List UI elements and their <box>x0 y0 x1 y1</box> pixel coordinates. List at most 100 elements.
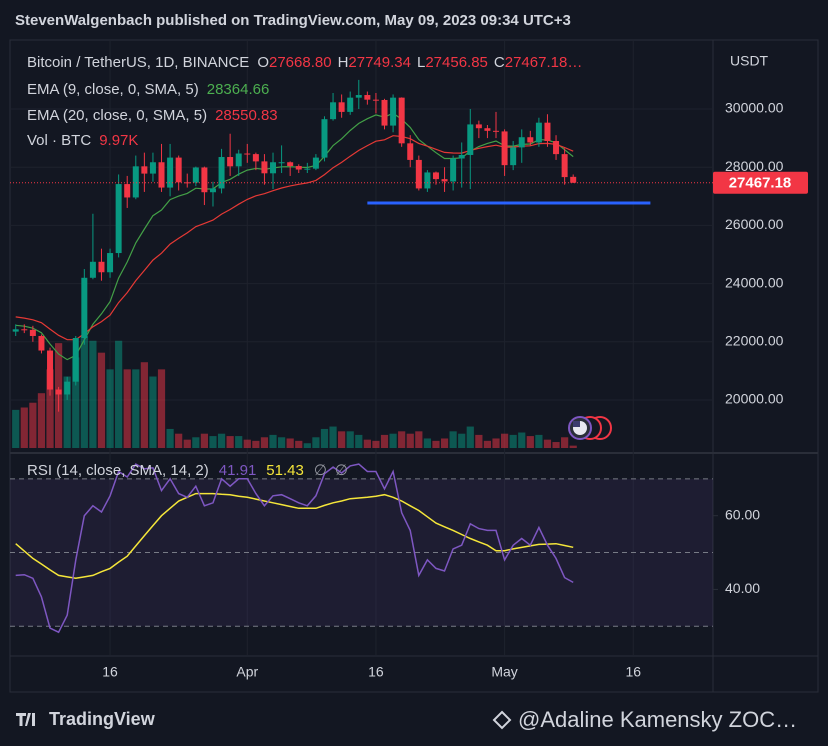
volume-legend: Vol · BTC 9.97K <box>27 132 138 149</box>
chart-frame <box>9 39 819 693</box>
volume-bar <box>346 431 354 448</box>
candle-body <box>424 172 431 189</box>
volume-bar <box>338 431 346 448</box>
ohlc-value: 27749.34 <box>348 54 411 71</box>
candle-body <box>475 124 482 129</box>
volume-bar <box>329 426 337 448</box>
watermark: @Adaline Kamensky ZOC… <box>518 707 797 732</box>
volume-bar <box>492 438 500 448</box>
ohlc-letter: L <box>417 54 425 71</box>
volume-bar <box>29 402 37 448</box>
candle-body <box>158 162 165 188</box>
rsi-name: RSI (14, close, SMA, 14, 2) <box>27 462 209 479</box>
y-tick-label: 20000.00 <box>725 391 784 407</box>
candle-body <box>55 389 62 395</box>
volume-bar <box>72 357 80 448</box>
candle-body <box>570 176 577 183</box>
ohlc-letter: C <box>494 54 505 71</box>
volume-bar <box>320 428 329 448</box>
candle-body <box>338 102 345 112</box>
volume-bar <box>363 439 371 448</box>
volume-bar <box>569 445 577 448</box>
volume-bar <box>89 340 97 448</box>
volume-bar <box>192 437 200 448</box>
volume-bar <box>303 443 311 448</box>
ohlc-legend: Bitcoin / TetherUS, 1D, BINANCE O27668.80… <box>27 54 582 71</box>
candle-body <box>209 188 216 193</box>
volume-bar <box>123 369 131 448</box>
candle-body <box>553 141 560 155</box>
candle-body <box>287 162 294 167</box>
candle-body <box>458 154 465 159</box>
volume-bar <box>46 369 54 448</box>
candle-body <box>372 99 379 101</box>
candle-body <box>192 167 199 183</box>
candle-body <box>398 97 405 144</box>
volume-bar <box>406 433 414 448</box>
currency: USDT <box>730 53 769 69</box>
volume-bar <box>432 440 440 448</box>
candle-body <box>81 277 88 339</box>
volume-bar <box>475 434 483 448</box>
volume-bar <box>295 440 303 448</box>
candle-body <box>561 154 568 178</box>
volume-bar <box>252 440 260 448</box>
y-tick-label: 22000.00 <box>725 333 784 349</box>
candle-body <box>278 162 285 164</box>
candle-body <box>132 166 139 198</box>
y-tick-label: 28000.00 <box>725 158 784 174</box>
volume-bar <box>389 433 397 448</box>
candle-body <box>355 95 362 98</box>
candle-body <box>364 95 371 100</box>
flag-icon <box>573 421 580 427</box>
watermark-icon <box>492 710 512 730</box>
candle-body <box>47 350 54 390</box>
candle-body <box>64 381 71 395</box>
rsi-line <box>15 463 574 634</box>
ema-name: EMA (9, close, 0, SMA, 5) <box>27 81 199 98</box>
y-tick-label: 24000.00 <box>725 274 784 290</box>
x-tick-label: Apr <box>236 664 258 680</box>
ohlc-letter: H <box>338 54 349 71</box>
candle-body <box>89 261 96 278</box>
rsi-ma-line <box>15 492 574 580</box>
candle-body <box>390 97 397 126</box>
candle-body <box>501 131 508 166</box>
candle-body <box>252 154 259 162</box>
rsi-value: 41.91 <box>219 462 257 479</box>
volume-bar <box>380 434 389 448</box>
candle-body <box>124 184 131 198</box>
volume-bar <box>226 436 234 448</box>
candle-body <box>441 179 448 182</box>
event-flags <box>568 416 612 440</box>
volume-bar <box>355 434 363 448</box>
candle-body <box>115 184 122 254</box>
volume-bar <box>500 433 509 448</box>
logo-icon <box>16 713 35 726</box>
candle-body <box>312 157 319 169</box>
y-tick-label: 26000.00 <box>725 216 784 232</box>
volume-bar <box>200 433 209 448</box>
x-tick-label: 16 <box>368 664 384 680</box>
footer-logo: TradingView <box>49 709 156 729</box>
volume-bar <box>543 439 552 448</box>
candle-body <box>330 102 337 120</box>
volume-bar <box>372 440 380 448</box>
ema-name: EMA (20, close, 0, SMA, 5) <box>27 107 207 124</box>
candle-body <box>347 97 354 112</box>
candle-body <box>201 167 208 193</box>
candle-body <box>218 157 225 189</box>
volume-bar <box>552 442 560 448</box>
volume-bar <box>243 439 251 448</box>
candle-body <box>467 124 474 155</box>
x-tick-label: 16 <box>625 664 641 680</box>
volume-bar <box>277 437 286 448</box>
ohlc-value: 27456.85 <box>425 54 488 71</box>
symbol: Bitcoin / TetherUS, 1D, BINANCE <box>27 54 249 71</box>
rsi-ma-value: 51.43 <box>266 462 304 479</box>
candle-body <box>304 168 311 170</box>
candle-body <box>484 128 491 131</box>
volume-bar <box>269 434 277 448</box>
volume-bar <box>12 409 20 448</box>
